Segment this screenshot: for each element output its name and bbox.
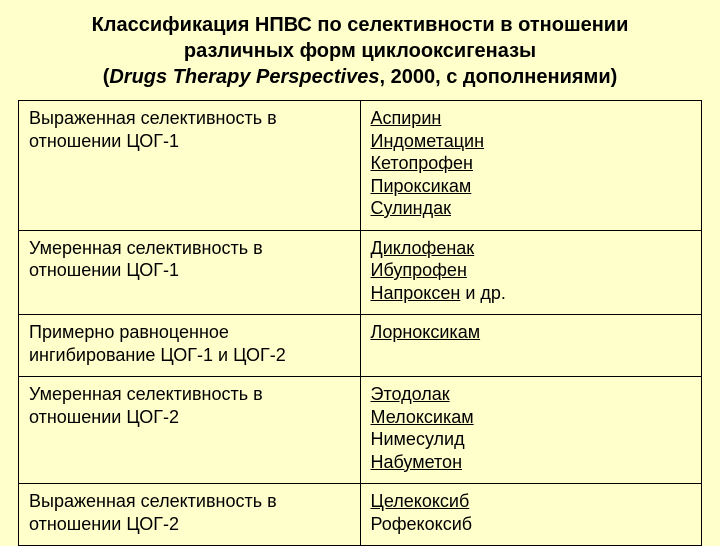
drug-name: Лорноксикам [371, 322, 481, 342]
classification-table: Выраженная селективность в отношении ЦОГ… [18, 100, 702, 546]
drug-name: Аспирин [371, 108, 442, 128]
drugs-cell: Лорноксикам [360, 315, 702, 377]
drug-name: Пироксикам [371, 176, 472, 196]
title-suffix: , 2000, с дополнениями) [379, 66, 617, 88]
drug-suffix: и др. [460, 283, 506, 303]
title-line2: различных форм циклооксигеназы [184, 40, 536, 62]
category-cell: Выраженная селективность в отношении ЦОГ… [19, 101, 361, 231]
table-row: Примерно равноценное ингибирование ЦОГ-1… [19, 315, 702, 377]
drugs-cell: Целекоксиб Рофекоксиб [360, 484, 702, 546]
category-cell: Умеренная селективность в отношении ЦОГ-… [19, 377, 361, 484]
drug-name: Целекоксиб [371, 491, 470, 511]
drugs-cell: Аспирин ИндометацинКетопрофен ПироксикамСу… [360, 101, 702, 231]
drug-name: Индометацин [371, 131, 485, 151]
table-row: Выраженная селективность в отношении ЦОГ… [19, 101, 702, 231]
category-cell: Выраженная селективность в отношении ЦОГ… [19, 484, 361, 546]
drug-name: Напроксен [371, 283, 461, 303]
title-line1: Классификация НПВС по селективности в от… [92, 14, 629, 36]
drug-name: Мелоксикам [371, 407, 474, 427]
drugs-cell: Этодолак МелоксикамНимесулид Набуметон [360, 377, 702, 484]
category-cell: Умеренная селективность в отношении ЦОГ-… [19, 230, 361, 315]
drug-name: Сулиндак [371, 198, 452, 218]
drug-name: Нимесулид [371, 429, 465, 449]
drug-name: Диклофенак [371, 238, 475, 258]
slide-title: Классификация НПВС по селективности в от… [18, 12, 702, 90]
drug-name: Кетопрофен [371, 153, 473, 173]
table-row: Умеренная селективность в отношении ЦОГ-… [19, 230, 702, 315]
table-row: Выраженная селективность в отношении ЦОГ… [19, 484, 702, 546]
drug-name: Этодолак [371, 384, 450, 404]
drugs-cell: ДиклофенакИбупрофен Напроксен и др. [360, 230, 702, 315]
table-row: Умеренная селективность в отношении ЦОГ-… [19, 377, 702, 484]
drug-name: Набуметон [371, 452, 463, 472]
title-source: Drugs Therapy Perspectives [109, 66, 379, 88]
drug-name: Рофекоксиб [371, 514, 473, 534]
drug-name: Ибупрофен [371, 260, 467, 280]
category-cell: Примерно равноценное ингибирование ЦОГ-1… [19, 315, 361, 377]
